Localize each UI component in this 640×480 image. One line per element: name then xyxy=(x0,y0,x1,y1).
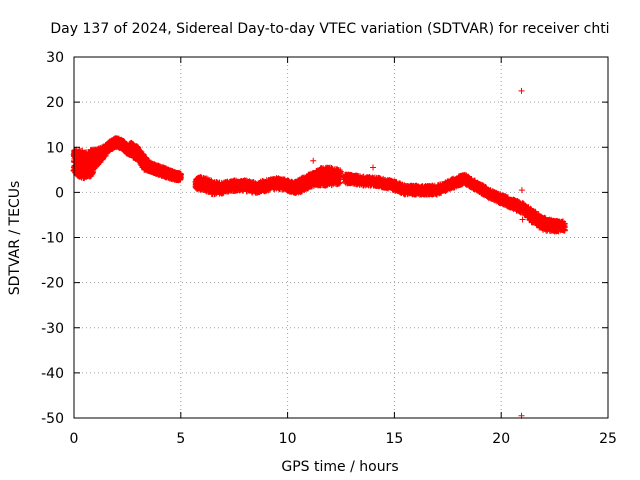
chart-title: Day 137 of 2024, Sidereal Day-to-day VTE… xyxy=(50,21,609,37)
data-points xyxy=(70,87,569,419)
grid-lines xyxy=(74,57,608,418)
